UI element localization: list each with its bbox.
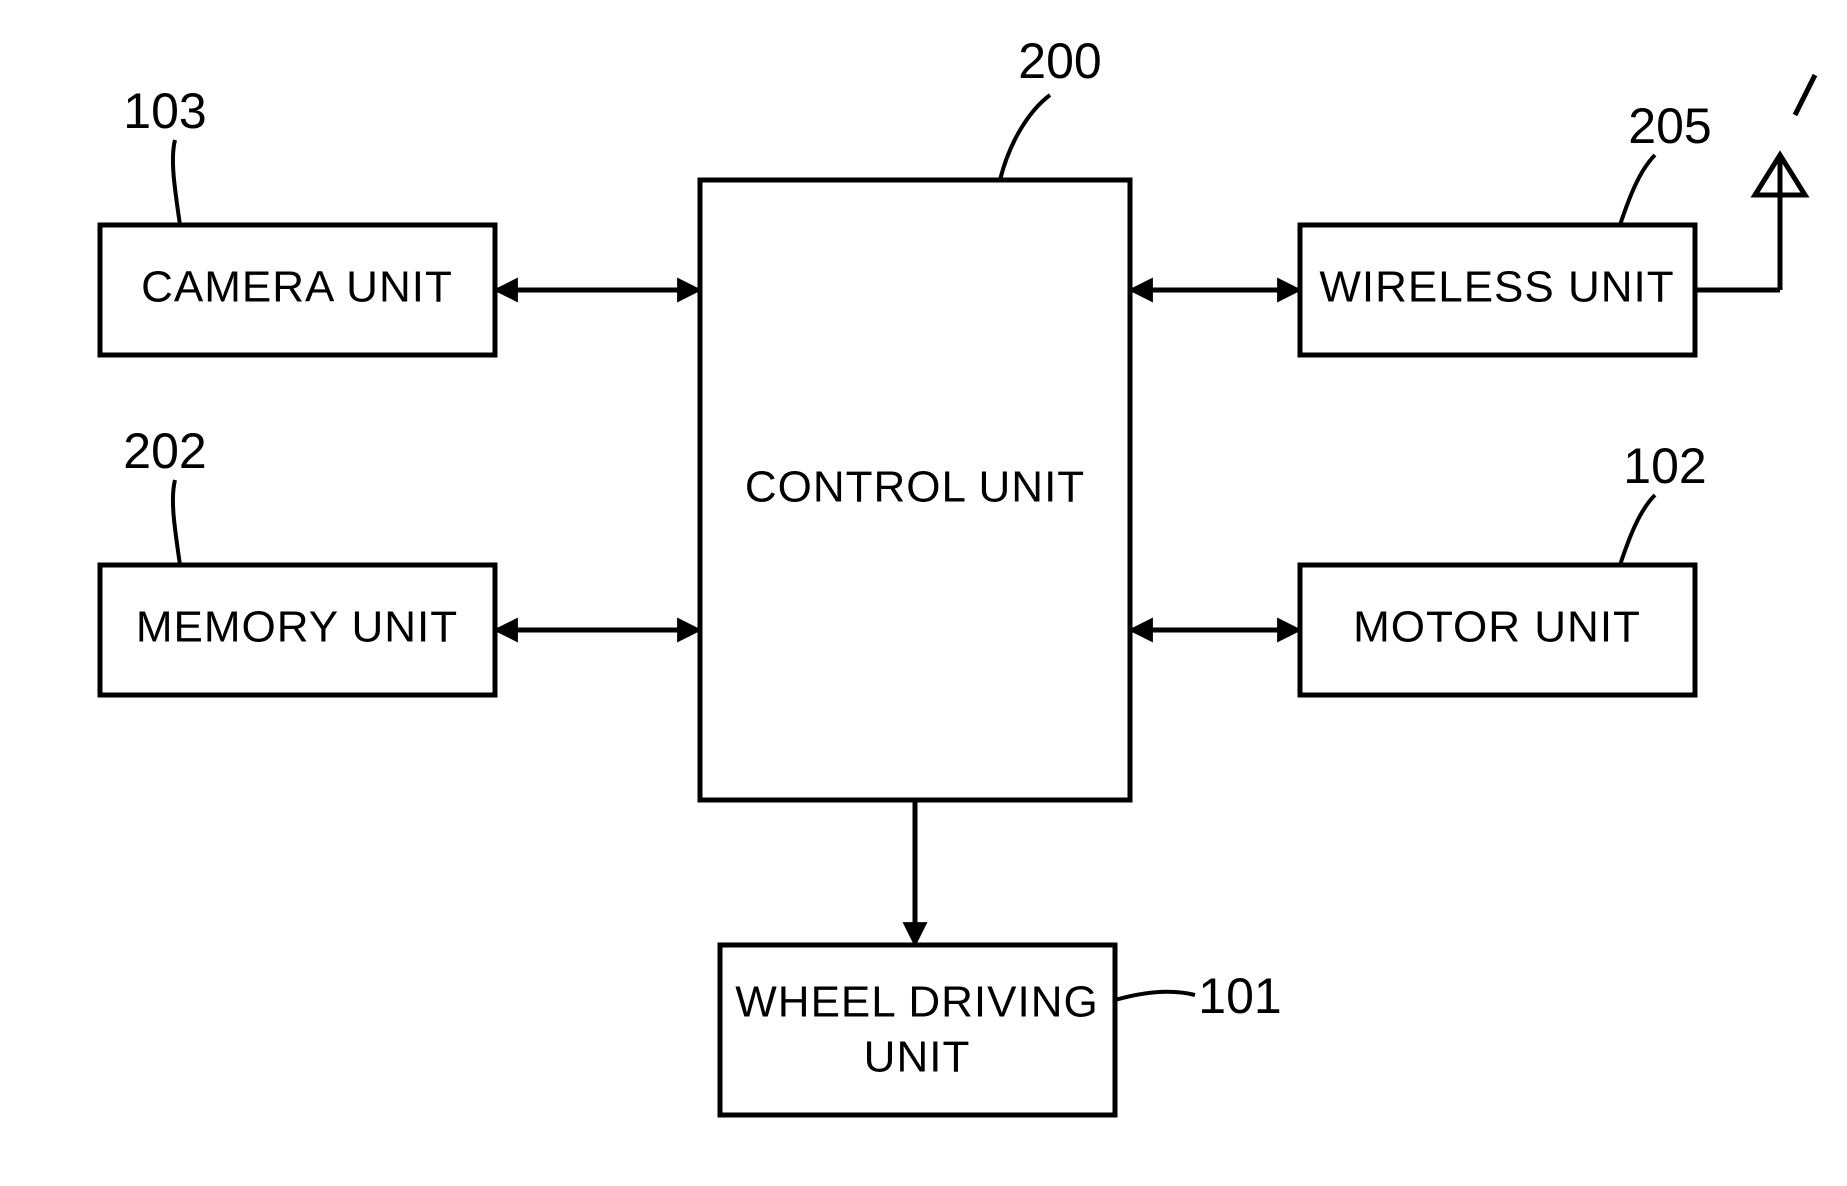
ref-202: 202 [123,423,206,479]
wireless-unit-label: WIRELESS UNIT [1319,263,1674,312]
control-unit-label: CONTROL UNIT [745,463,1085,512]
ref-101: 101 [1198,968,1281,1024]
leader-200 [1000,95,1050,180]
ref-205: 205 [1628,98,1711,154]
memory-unit-label: MEMORY UNIT [136,603,458,652]
leader-103 [173,140,180,225]
wheel-driving-unit-label-line1: WHEEL DRIVING [735,978,1098,1027]
motor-unit-label: MOTOR UNIT [1353,603,1641,652]
camera-unit-label: CAMERA UNIT [141,263,453,312]
leader-205 [1620,155,1655,225]
ref-103: 103 [123,83,206,139]
antenna-icon [1695,75,1815,290]
leader-101 [1115,992,1195,1000]
ref-102: 102 [1623,438,1706,494]
wheel-driving-unit-box [720,945,1115,1115]
leader-202 [173,480,180,565]
wheel-driving-unit-label-line2: UNIT [864,1033,971,1082]
leader-102 [1620,495,1655,565]
ref-200: 200 [1018,33,1101,89]
